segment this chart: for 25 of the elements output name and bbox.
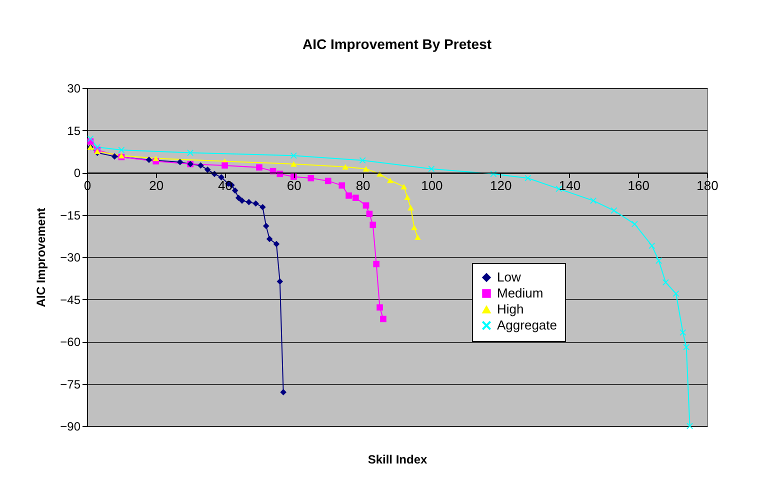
legend-label: High bbox=[497, 302, 524, 316]
y-tick-label: −60 bbox=[60, 335, 81, 349]
legend-label: Aggregate bbox=[497, 318, 557, 332]
y-tick-label: −45 bbox=[60, 292, 81, 307]
x-tick-label: 60 bbox=[286, 178, 302, 193]
x-tick-label: 80 bbox=[356, 178, 370, 193]
y-axis-title: AIC Improvement bbox=[34, 208, 48, 308]
chart-title: AIC Improvement By Pretest bbox=[302, 36, 492, 52]
legend-label: Low bbox=[497, 270, 522, 284]
x-tick-label: 120 bbox=[490, 178, 512, 193]
y-tick-label: 0 bbox=[74, 166, 81, 180]
x-tick-label: 20 bbox=[149, 178, 164, 193]
y-tick-label: −75 bbox=[60, 377, 81, 392]
x-tick-label: 160 bbox=[628, 178, 650, 193]
x-tick-label: 100 bbox=[421, 178, 443, 193]
y-tick-label: 30 bbox=[67, 82, 81, 96]
x-tick-label: 180 bbox=[696, 178, 718, 193]
y-tick-label: −90 bbox=[60, 420, 81, 434]
legend-label: Medium bbox=[497, 286, 544, 300]
y-tick-label: 15 bbox=[67, 124, 81, 138]
y-tick-label: −30 bbox=[60, 250, 81, 264]
x-tick-label: 40 bbox=[218, 178, 233, 193]
y-tick-label: −15 bbox=[60, 208, 81, 222]
x-tick-label: 140 bbox=[558, 178, 581, 193]
x-axis-title: Skill Index bbox=[368, 452, 428, 466]
